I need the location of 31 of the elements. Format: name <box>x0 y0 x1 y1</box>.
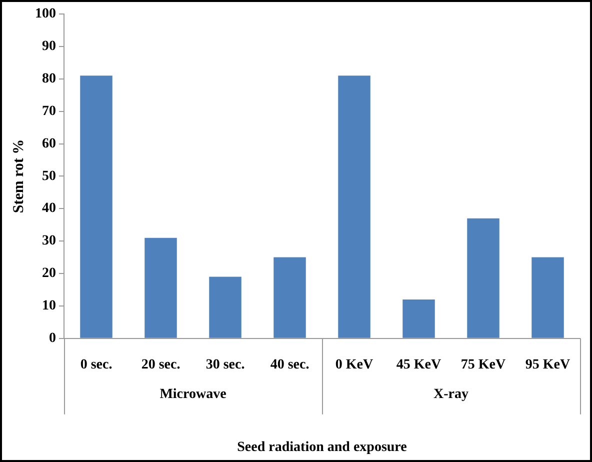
bar <box>144 238 177 338</box>
x-tick-label: 0 sec. <box>80 357 112 372</box>
bar <box>209 276 242 338</box>
y-tick-label: 30 <box>42 234 56 249</box>
bar <box>532 257 564 338</box>
bar <box>274 257 306 338</box>
y-tick-label: 90 <box>42 39 56 54</box>
y-tick-label: 20 <box>42 266 56 282</box>
x-tick-label: 0 KeV <box>335 357 374 372</box>
text: Microwave <box>160 387 226 402</box>
y-tick-label: 80 <box>42 71 56 86</box>
y-axis-title: Stem rot % <box>10 139 27 214</box>
x-tick-label: 30 sec. <box>206 357 245 372</box>
y-tick-label: 50 <box>42 168 56 184</box>
x-tick-label: 40 sec. <box>270 357 310 372</box>
y-tick-label: 10 <box>42 298 56 314</box>
x-tick-label: 20 sec. <box>141 357 180 372</box>
bar <box>402 299 435 338</box>
bar <box>80 76 112 338</box>
x-axis-title: Seed radiation and exposure <box>237 440 407 456</box>
bar <box>338 76 370 338</box>
text: X-ray <box>434 387 468 402</box>
x-tick-label: 75 KeV <box>460 357 506 372</box>
y-tick-label: 0 <box>49 331 56 346</box>
y-tick-label: 40 <box>42 201 56 216</box>
bar <box>467 218 500 338</box>
y-tick-label: 70 <box>42 104 56 119</box>
x-tick-label: 45 KeV <box>396 357 442 372</box>
y-tick-label: 60 <box>42 136 56 152</box>
x-tick-label: 95 KeV <box>525 357 570 372</box>
y-tick-label: 100 <box>35 6 56 22</box>
